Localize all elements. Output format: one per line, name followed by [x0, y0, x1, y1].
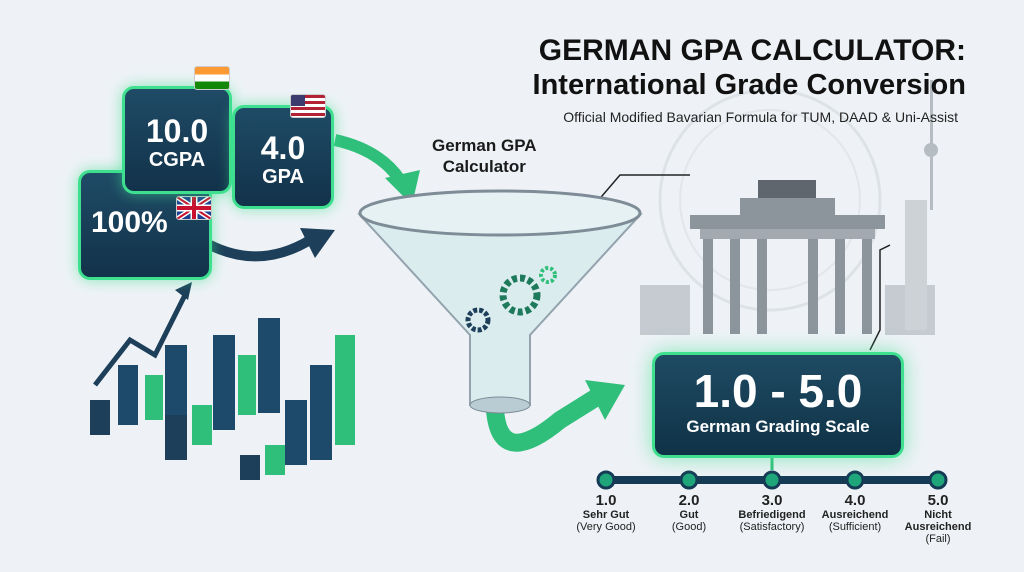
- page-title: GERMAN GPA CALCULATOR:: [538, 34, 966, 67]
- scale-label: German Grading Scale: [686, 417, 870, 436]
- flow-arrows: [207, 134, 625, 452]
- grade-timeline: [596, 455, 948, 490]
- grade-tick: 5.0 Nicht Ausreichend (Fail): [904, 492, 972, 545]
- gear-icon: [499, 274, 541, 316]
- grade-tick: 3.0 Befriedigend (Satisfactory): [738, 492, 806, 533]
- funnel-label: German GPA Calculator: [432, 136, 537, 176]
- header: GERMAN GPA CALCULATOR: International Gra…: [533, 34, 966, 128]
- funnel-icon: [357, 189, 643, 414]
- seal-watermark: [658, 88, 882, 312]
- gear-icon: [539, 266, 557, 284]
- tv-tower-icon: [905, 80, 938, 330]
- bar-chart-icon: [90, 282, 355, 480]
- cgpa-card: 10.0 CGPA: [122, 86, 232, 194]
- scale-range: 1.0 - 5.0: [693, 365, 863, 417]
- gpa-card: 4.0 GPA: [232, 105, 334, 209]
- tagline: Official Modified Bavarian Formula for T…: [563, 109, 958, 125]
- gear-icon: [465, 307, 491, 333]
- grade-tick: 1.0 Sehr Gut (Very Good): [576, 492, 636, 533]
- grading-scale-box: 1.0 - 5.0 German Grading Scale: [652, 352, 904, 458]
- grade-tick: 4.0 Ausreichend (Sufficient): [821, 492, 889, 533]
- uk-flag-icon: [176, 196, 212, 220]
- usa-flag-icon: [290, 94, 326, 118]
- brandenburg-gate-icon: [640, 180, 935, 335]
- grade-tick: 2.0 Gut (Good): [671, 492, 707, 533]
- india-flag-icon: [194, 66, 230, 90]
- page-subtitle: International Grade Conversion: [532, 69, 966, 101]
